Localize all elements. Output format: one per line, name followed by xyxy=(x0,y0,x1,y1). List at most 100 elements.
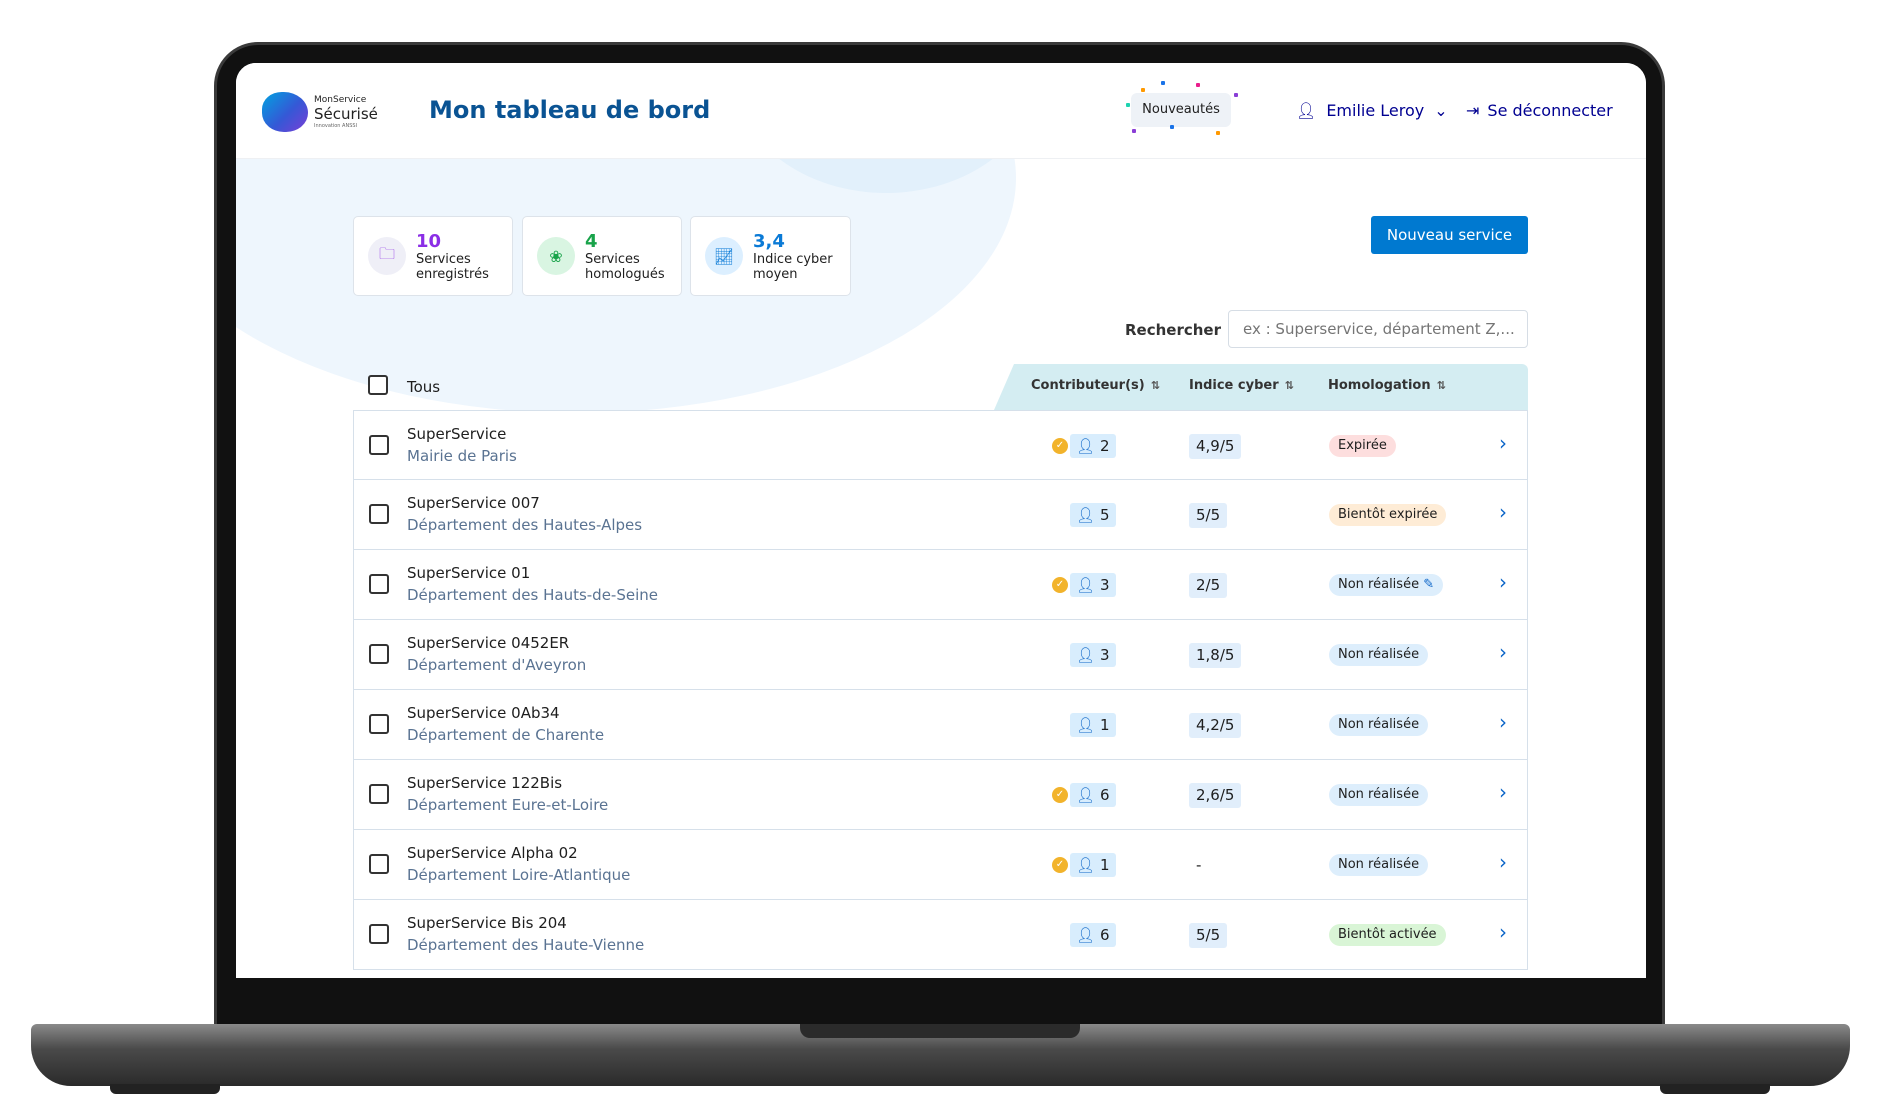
award-icon: ❀ xyxy=(537,237,575,275)
chevron-right-icon[interactable]: › xyxy=(1499,710,1507,734)
table-row[interactable]: SuperService 0Ab34 Département de Charen… xyxy=(353,690,1528,760)
confetti-icon xyxy=(1161,81,1165,85)
row-checkbox[interactable] xyxy=(369,924,389,944)
row-checkbox[interactable] xyxy=(369,435,389,455)
service-name[interactable]: SuperService 007 xyxy=(407,494,540,512)
contributors-pill[interactable]: 👤︎ 3 xyxy=(1070,573,1116,597)
cyber-index: 5/5 xyxy=(1189,503,1228,528)
owner-badge-icon: ✓ xyxy=(1052,787,1068,803)
status-label: Expirée xyxy=(1338,438,1387,453)
service-organization: Département Eure-et-Loire xyxy=(407,796,609,814)
service-organization: Département de Charente xyxy=(407,726,605,744)
status-label: Non réalisée xyxy=(1338,647,1420,662)
confetti-icon xyxy=(1196,83,1200,87)
confetti-icon xyxy=(1234,93,1238,97)
column-label: Indice cyber xyxy=(1189,378,1279,393)
logo-text: Innovation ANSSI xyxy=(314,123,358,129)
user-name: Emilie Leroy xyxy=(1326,101,1425,120)
contributors-pill[interactable]: 👤︎ 1 xyxy=(1070,853,1116,877)
stat-value: 3,4 xyxy=(753,230,785,252)
contributors-count: 1 xyxy=(1100,716,1110,734)
cyber-index: 1,8/5 xyxy=(1189,643,1242,668)
row-checkbox[interactable] xyxy=(369,574,389,594)
laptop-foot xyxy=(1660,1084,1770,1094)
logo-icon[interactable] xyxy=(262,92,308,132)
row-checkbox[interactable] xyxy=(369,644,389,664)
row-checkbox[interactable] xyxy=(369,854,389,874)
chevron-right-icon[interactable]: › xyxy=(1499,920,1507,944)
contributors-count: 6 xyxy=(1100,926,1110,944)
service-name[interactable]: SuperService 122Bis xyxy=(407,774,563,792)
contributors-count: 3 xyxy=(1100,576,1110,594)
search-input[interactable] xyxy=(1228,310,1528,348)
confetti-icon xyxy=(1132,129,1136,133)
column-header-homologation[interactable]: Homologation ⇅ xyxy=(1328,378,1446,393)
status-label: Non réalisée xyxy=(1338,857,1420,872)
table-header-background xyxy=(994,364,1528,410)
service-organization: Mairie de Paris xyxy=(407,447,517,465)
contributors-pill[interactable]: 👤︎ 5 xyxy=(1070,503,1116,527)
service-name[interactable]: SuperService Alpha 02 xyxy=(407,844,578,862)
table-row[interactable]: SuperService Alpha 02 Département Loire-… xyxy=(353,830,1528,900)
contributors-pill[interactable]: 👤︎ 3 xyxy=(1070,643,1116,667)
user-icon: 👤︎ xyxy=(1076,786,1096,804)
column-label: Homologation xyxy=(1328,378,1431,393)
stat-label: enregistrés xyxy=(416,266,489,282)
table-row[interactable]: SuperService 01 Département des Hauts-de… xyxy=(353,550,1528,620)
logout-label: Se déconnecter xyxy=(1487,101,1613,120)
logo-text: Sécurisé xyxy=(314,105,378,123)
user-menu[interactable]: 👤︎ Emilie Leroy ⌄ xyxy=(1296,101,1448,120)
service-name[interactable]: SuperService 0452ER xyxy=(407,634,570,652)
service-name[interactable]: SuperService 0Ab34 xyxy=(407,704,560,722)
stat-label: moyen xyxy=(753,266,798,282)
top-header: MonService Sécurisé Innovation ANSSI Mon… xyxy=(236,63,1646,159)
row-checkbox[interactable] xyxy=(369,714,389,734)
owner-badge-icon: ✓ xyxy=(1052,857,1068,873)
news-button[interactable]: Nouveautés xyxy=(1131,93,1231,127)
edit-icon[interactable]: ✎ xyxy=(1423,577,1435,592)
status-label: Non réalisée xyxy=(1338,787,1420,802)
chevron-down-icon: ⌄ xyxy=(1434,101,1448,120)
service-organization: Département d'Aveyron xyxy=(407,656,587,674)
service-name[interactable]: SuperService xyxy=(407,425,507,443)
row-checkbox[interactable] xyxy=(369,784,389,804)
service-name[interactable]: SuperService Bis 204 xyxy=(407,914,567,932)
stat-label: homologués xyxy=(585,266,665,282)
contributors-pill[interactable]: 👤︎ 2 xyxy=(1070,434,1116,458)
chevron-right-icon[interactable]: › xyxy=(1499,500,1507,524)
stat-value: 10 xyxy=(416,230,442,252)
column-header-contributors[interactable]: Contributeur(s) ⇅ xyxy=(1031,378,1160,393)
contributors-pill[interactable]: 👤︎ 6 xyxy=(1070,923,1116,947)
table-row[interactable]: SuperService Bis 204 Département des Hau… xyxy=(353,900,1528,970)
table-row[interactable]: SuperService Mairie de Paris ✓ 👤︎ 2 4,9/5… xyxy=(353,410,1528,480)
contributors-pill[interactable]: 👤︎ 6 xyxy=(1070,783,1116,807)
service-name[interactable]: SuperService 01 xyxy=(407,564,531,582)
chevron-right-icon[interactable]: › xyxy=(1499,431,1507,455)
sort-icon: ⇅ xyxy=(1436,379,1446,392)
row-checkbox[interactable] xyxy=(369,504,389,524)
chevron-right-icon[interactable]: › xyxy=(1499,780,1507,804)
select-all-checkbox[interactable] xyxy=(368,375,388,395)
laptop-notch xyxy=(800,1024,1080,1038)
new-service-button[interactable]: Nouveau service xyxy=(1371,216,1528,254)
service-organization: Département des Haute-Vienne xyxy=(407,936,645,954)
table-row[interactable]: SuperService 122Bis Département Eure-et-… xyxy=(353,760,1528,830)
contributors-count: 6 xyxy=(1100,786,1110,804)
homologation-status: Bientôt expirée xyxy=(1329,504,1447,526)
service-organization: Département Loire-Atlantique xyxy=(407,866,631,884)
user-icon: 👤︎ xyxy=(1076,506,1096,524)
homologation-status: Non réalisée xyxy=(1329,784,1429,806)
services-table: SuperService Mairie de Paris ✓ 👤︎ 2 4,9/5… xyxy=(353,410,1528,970)
cyber-index: - xyxy=(1196,856,1202,874)
table-row[interactable]: SuperService 0452ER Département d'Aveyro… xyxy=(353,620,1528,690)
chevron-right-icon[interactable]: › xyxy=(1499,570,1507,594)
logout-link[interactable]: ⇥ Se déconnecter xyxy=(1466,101,1613,120)
table-row[interactable]: SuperService 007 Département des Hautes-… xyxy=(353,480,1528,550)
column-header-cyber-index[interactable]: Indice cyber ⇅ xyxy=(1189,378,1294,393)
chevron-right-icon[interactable]: › xyxy=(1499,850,1507,874)
confetti-icon xyxy=(1126,103,1130,107)
cyber-index: 2,6/5 xyxy=(1189,783,1242,808)
contributors-pill[interactable]: 👤︎ 1 xyxy=(1070,713,1116,737)
chevron-right-icon[interactable]: › xyxy=(1499,640,1507,664)
homologation-status: Non réalisée xyxy=(1329,714,1429,736)
